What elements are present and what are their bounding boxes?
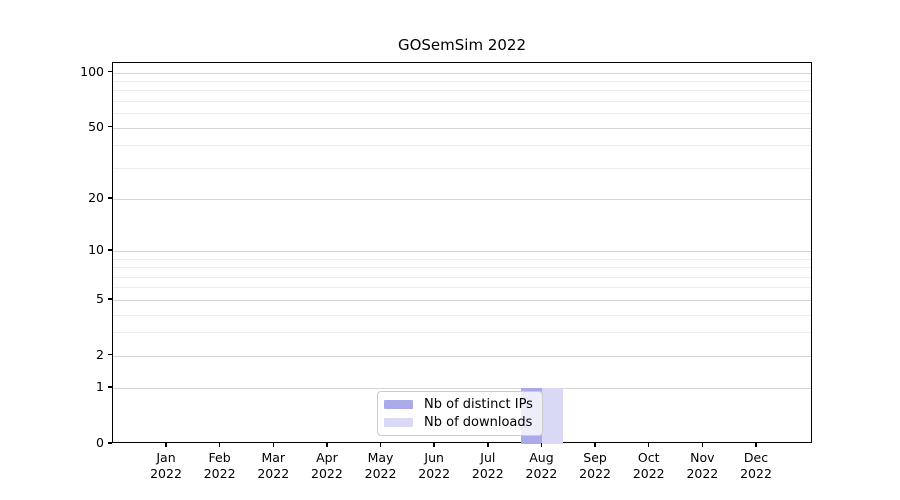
- y-gridline-minor: [113, 145, 811, 147]
- legend-label-distinct-ips: Nb of distinct IPs: [424, 396, 533, 412]
- y-gridline-minor: [113, 314, 811, 316]
- y-gridline: [113, 72, 811, 74]
- y-tick-label: 0: [96, 435, 104, 450]
- y-tick-label: 100: [80, 63, 104, 79]
- x-tick-label: Oct 2022: [632, 450, 665, 481]
- y-tick: [108, 125, 112, 128]
- legend: Nb of distinct IPs Nb of downloads: [377, 391, 543, 436]
- x-tick-label: Sep 2022: [579, 450, 611, 481]
- x-tick: [326, 443, 328, 447]
- y-gridline: [113, 355, 811, 357]
- y-tick: [108, 70, 112, 73]
- x-tick-label: Jul 2022: [471, 450, 504, 481]
- x-tick-label: Mar 2022: [257, 450, 290, 481]
- y-tick-label: 20: [88, 190, 104, 206]
- y-tick: [108, 442, 112, 444]
- y-gridline-minor: [113, 276, 811, 278]
- y-tick-label: 50: [88, 118, 104, 134]
- y-gridline: [113, 199, 811, 201]
- plot-area: [112, 62, 812, 444]
- y-gridline-minor: [113, 287, 811, 289]
- legend-label-downloads: Nb of downloads: [424, 415, 533, 431]
- x-tick: [218, 443, 221, 447]
- x-tick-label: May 2022: [364, 450, 397, 481]
- legend-swatch-downloads: [384, 418, 413, 428]
- x-tick: [272, 443, 275, 447]
- y-gridline: [113, 299, 811, 301]
- y-gridline: [113, 388, 811, 390]
- bar-downloads: [542, 388, 564, 444]
- x-tick: [433, 443, 435, 447]
- legend-item-downloads: Nb of downloads: [384, 414, 534, 433]
- y-tick: [108, 353, 112, 356]
- y-gridline-minor: [113, 167, 811, 169]
- x-tick-label: Dec 2022: [740, 450, 772, 481]
- chart-title: GOSemSim 2022: [397, 36, 527, 54]
- y-tick: [108, 386, 112, 388]
- x-tick-label: Aug 2022: [525, 450, 558, 481]
- y-tick-label: 10: [88, 242, 104, 258]
- y-gridline: [113, 127, 811, 129]
- y-gridline-minor: [113, 258, 811, 260]
- y-gridline-minor: [113, 113, 811, 115]
- x-tick: [755, 443, 757, 447]
- y-tick: [108, 249, 112, 251]
- y-gridline-minor: [113, 332, 811, 334]
- y-gridline-minor: [113, 90, 811, 92]
- y-gridline-minor: [113, 267, 811, 269]
- x-tick: [594, 443, 596, 447]
- x-tick: [540, 443, 543, 447]
- x-tick: [647, 443, 650, 447]
- y-tick-label: 2: [96, 346, 104, 362]
- x-tick-label: Jun 2022: [418, 450, 451, 481]
- legend-swatch-distinct-ips: [384, 399, 413, 409]
- y-tick-label: 1: [96, 379, 104, 395]
- y-tick: [108, 197, 112, 199]
- x-tick: [165, 443, 167, 447]
- y-gridline-minor: [113, 101, 811, 103]
- y-gridline-minor: [113, 81, 811, 83]
- x-tick-label: Feb 2022: [203, 450, 236, 481]
- y-tick-label: 5: [96, 290, 104, 306]
- x-tick: [701, 443, 704, 447]
- x-tick: [379, 443, 382, 447]
- x-tick-label: Apr 2022: [311, 450, 343, 481]
- y-gridline: [113, 251, 811, 253]
- x-tick: [487, 443, 489, 447]
- x-tick-label: Nov 2022: [686, 450, 719, 481]
- y-tick: [108, 298, 112, 300]
- legend-item-distinct-ips: Nb of distinct IPs: [384, 395, 534, 414]
- x-tick-label: Jan 2022: [150, 450, 182, 481]
